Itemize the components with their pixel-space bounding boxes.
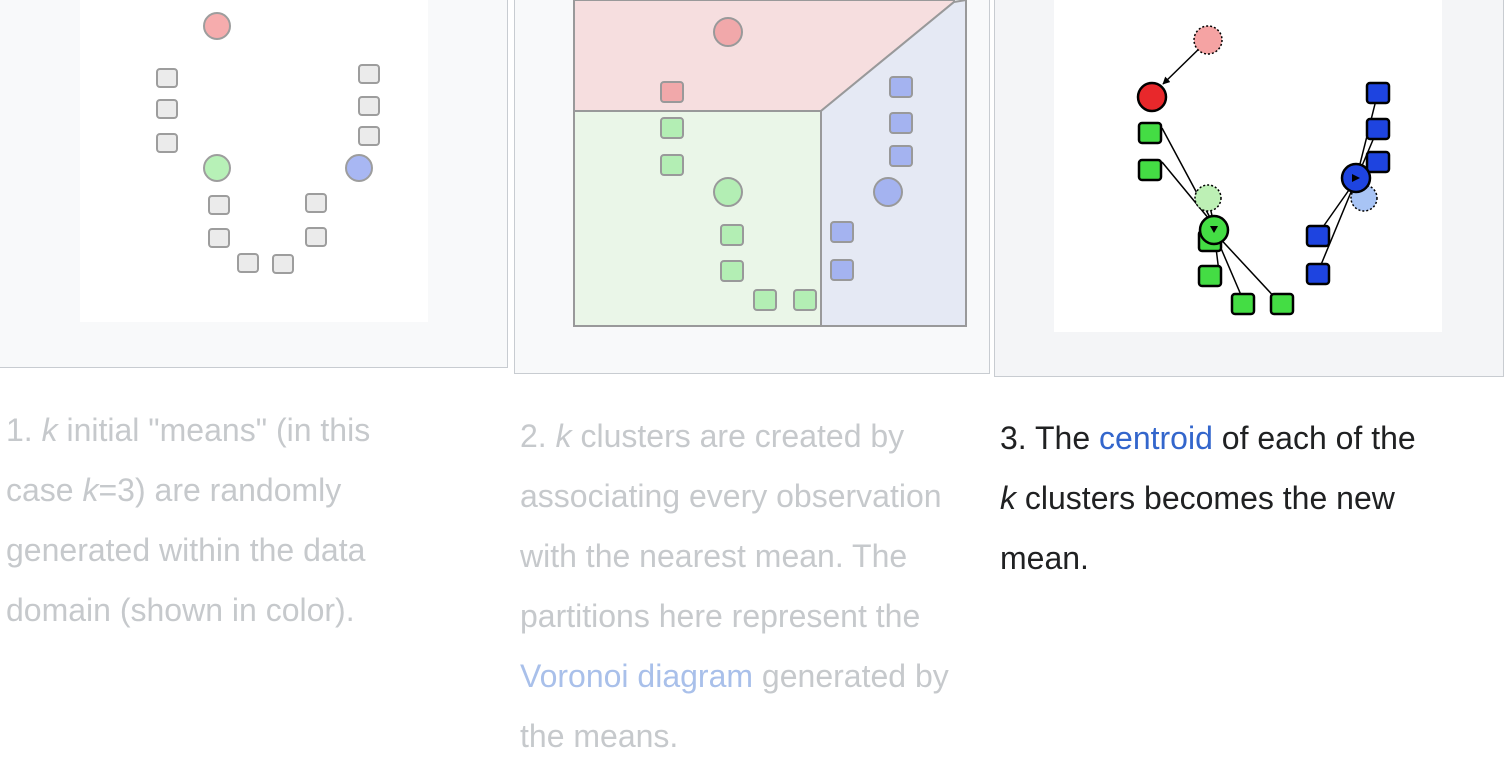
observation-point: [1305, 224, 1331, 248]
step-1-canvas: [80, 0, 428, 322]
observation-point: [660, 81, 684, 103]
observation-point: [660, 117, 684, 139]
observation-point: [830, 221, 854, 243]
observation-point: [1305, 262, 1331, 286]
observation-point: [358, 64, 380, 84]
step-3-caption: 3. The centroid of each of the k cluster…: [1000, 420, 1416, 576]
step-1-panel: 1. k initial "means" (in this case k=3) …: [0, 0, 510, 762]
assignment-line: [1213, 231, 1280, 303]
step-number: 2.: [520, 418, 547, 454]
assignment-line: [1161, 161, 1215, 226]
mean-green: [203, 154, 231, 182]
observation-point: [156, 133, 178, 153]
observation-point: [753, 289, 777, 311]
step-1-diagram: [156, 12, 380, 274]
observation-point: [1365, 117, 1391, 141]
mean-blue: [345, 154, 373, 182]
blue-mean-direction-icon: [1352, 174, 1360, 182]
observation-point: [793, 289, 817, 311]
observation-point: [1365, 150, 1391, 174]
mean-green: [713, 177, 743, 207]
observation-point: [1197, 264, 1223, 288]
observation-point: [156, 99, 178, 119]
observation-point: [305, 227, 327, 247]
observation-point: [889, 76, 913, 98]
observation-point: [1137, 121, 1163, 145]
observation-point: [889, 145, 913, 167]
step-2-frame: [514, 0, 990, 374]
centroid-link[interactable]: centroid: [1099, 420, 1213, 456]
observation-point: [1137, 158, 1163, 182]
step-3-diagram: [1136, 25, 1391, 316]
voronoi-region-blue: [820, 0, 967, 327]
observation-point: [830, 259, 854, 281]
step-number: 1.: [6, 412, 33, 448]
step-1-caption: 1. k initial "means" (in this case k=3) …: [6, 412, 371, 628]
step-number: 3.: [1000, 420, 1027, 456]
observation-point: [1269, 292, 1295, 316]
new-mean-red: [1136, 81, 1168, 113]
green-mean-direction-icon: [1210, 226, 1218, 233]
step-2-caption: 2. k clusters are created by associating…: [520, 418, 949, 754]
observation-point: [208, 195, 230, 215]
observation-point: [720, 260, 744, 282]
voronoi-region-red: [573, 0, 955, 112]
observation-point: [237, 253, 259, 273]
step-2-diagram: [573, 0, 967, 327]
voronoi-region-green: [573, 110, 822, 327]
observation-point: [1365, 81, 1391, 105]
old-mean-red: [1193, 25, 1223, 55]
assignment-line: [1317, 179, 1357, 273]
observation-point: [720, 224, 744, 246]
observation-point: [358, 126, 380, 146]
mean-blue: [873, 177, 903, 207]
observation-point: [272, 254, 294, 274]
observation-point: [305, 193, 327, 213]
step-3-panel: 3. The centroid of each of the k cluster…: [994, 0, 1504, 762]
old-mean-green: [1194, 184, 1222, 212]
observation-point: [208, 228, 230, 248]
observation-point: [889, 112, 913, 134]
observation-point: [156, 68, 178, 88]
observation-point: [660, 154, 684, 176]
observation-point: [1230, 292, 1256, 316]
observation-point: [358, 96, 380, 116]
step-2-panel: 2. k clusters are created by associating…: [514, 0, 990, 762]
mean-red: [203, 12, 231, 40]
mean-red: [713, 17, 743, 47]
voronoi-diagram-link[interactable]: Voronoi diagram: [520, 658, 754, 694]
